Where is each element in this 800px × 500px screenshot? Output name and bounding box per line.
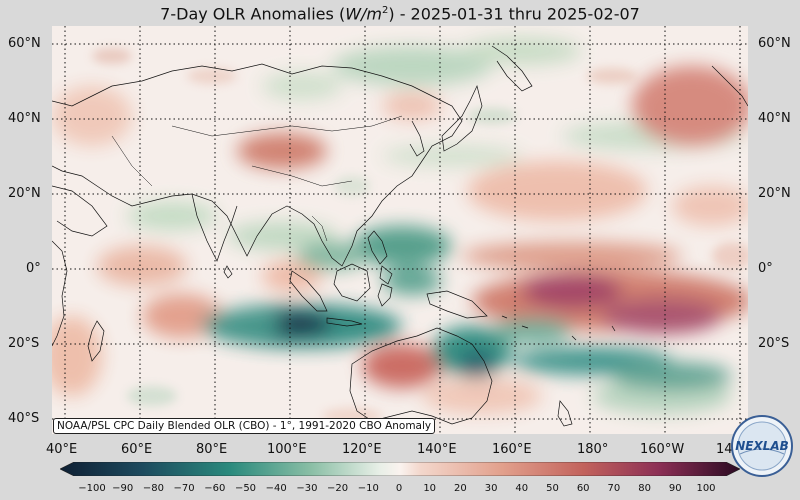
colorbar-tick-label: −10 (357, 483, 379, 494)
coastlines (52, 45, 748, 427)
lat-label-eq-right: 0° (758, 261, 773, 276)
colorbar-tick-label: −90 (112, 483, 134, 494)
lat-label-40n-left: 40°N (8, 111, 41, 126)
colorbar-tick-label: 80 (638, 483, 651, 494)
colorbar-tick-label: −50 (234, 483, 257, 494)
colorbar-tick-label: −60 (204, 483, 226, 494)
lat-label-60n-left: 60°N (8, 36, 41, 51)
colorbar-tick-label: 60 (576, 483, 590, 494)
olr-anomaly-map (52, 26, 748, 434)
title-suffix: ) - 2025-01-31 thru 2025-02-07 (388, 4, 640, 24)
colorbar-tick-label: 70 (607, 483, 621, 494)
lon-label-160e: 160°E (492, 442, 532, 457)
colorbar-tick-label: −20 (327, 483, 349, 494)
logo-text: NEXLAB (735, 439, 789, 453)
lon-label-80e: 80°E (196, 442, 228, 457)
colorbar-tick-label: 90 (668, 483, 682, 494)
map-title: 7-Day OLR Anomalies (W/m2) - 2025-01-31 … (0, 0, 800, 25)
lon-label-40e: 40°E (46, 442, 78, 457)
colorbar-tick-label: 0 (395, 483, 403, 494)
colorbar-tick-label: 20 (454, 483, 467, 494)
colorbar-tick-label: −80 (142, 483, 164, 494)
colorbar-tick-label: 40 (515, 483, 529, 494)
data-source-note: NOAA/PSL CPC Daily Blended OLR (CBO) - 1… (53, 418, 436, 434)
lon-label-120e: 120°E (342, 442, 382, 457)
lon-label-180: 180° (577, 442, 609, 457)
lat-label-60n-right: 60°N (758, 36, 791, 51)
lon-label-100e: 100°E (267, 442, 307, 457)
colorbar-tick-label: −100 (78, 483, 106, 494)
colorbar-tick-label: −30 (296, 483, 318, 494)
lat-label-40n-right: 40°N (758, 111, 791, 126)
lat-label-20s-left: 20°S (8, 336, 40, 351)
colorbar-tick-label: 30 (484, 483, 498, 494)
colorbar-tick-label: −70 (173, 483, 195, 494)
anomaly-field (52, 37, 748, 414)
colorbar-tick-label: 50 (546, 483, 559, 494)
title-prefix: 7-Day OLR Anomalies ( (160, 4, 346, 24)
lat-label-20n-left: 20°N (8, 186, 41, 201)
lat-label-40s-left: 40°S (8, 411, 40, 426)
title-unit-exponent: 2 (381, 5, 389, 16)
lon-label-140e: 140°E (417, 442, 457, 457)
title-unit: W/m (345, 4, 382, 24)
lat-label-20n-right: 20°N (758, 186, 791, 201)
lat-label-eq-left: 0° (26, 261, 41, 276)
colorbar-ramp (60, 462, 740, 476)
lat-label-20s-right: 20°S (758, 336, 790, 351)
colorbar-tick-label: −40 (265, 483, 287, 494)
colorbar-tick-label: 100 (696, 483, 716, 494)
colorbar (60, 462, 740, 476)
colorbar-tick-label: 10 (423, 483, 437, 494)
lon-label-160w: 160°W (640, 442, 685, 457)
lon-label-60e: 60°E (121, 442, 153, 457)
nexlab-logo: NEXLAB (731, 415, 793, 477)
